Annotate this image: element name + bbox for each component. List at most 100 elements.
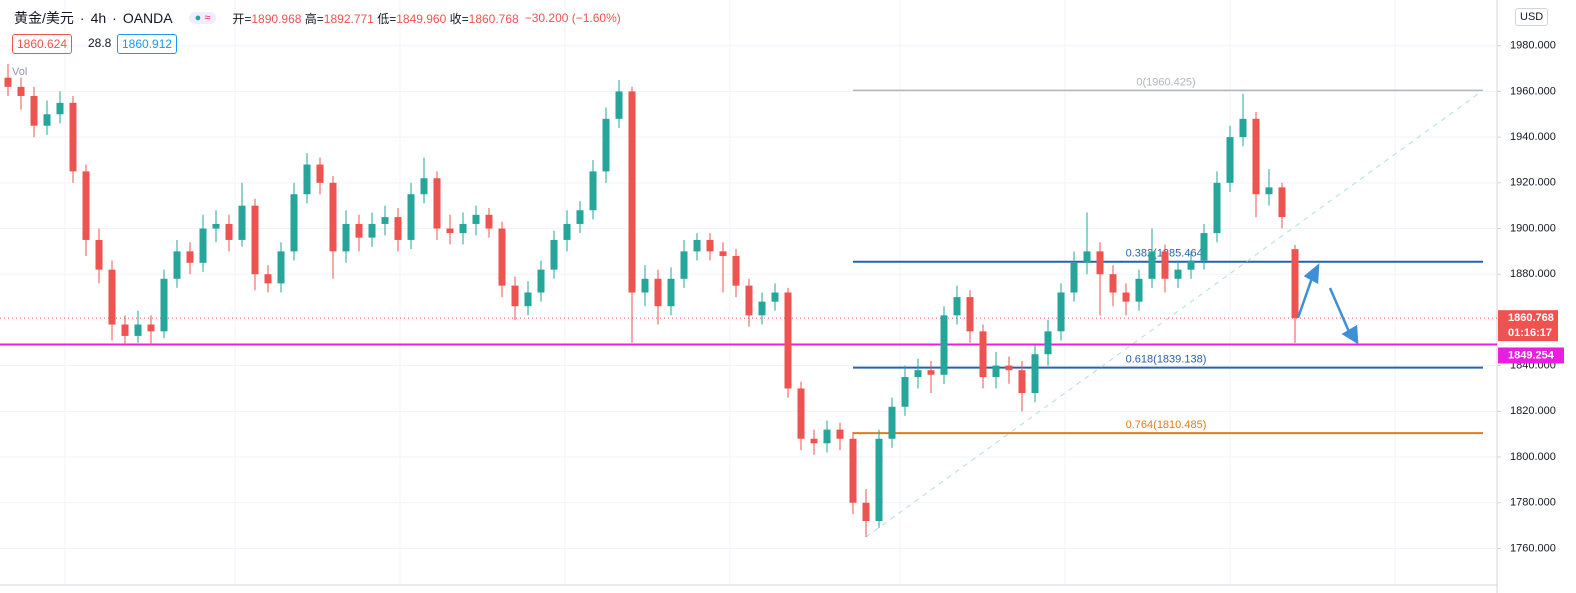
last-price-label: 1860.768 <box>1508 312 1554 324</box>
last-price-tag <box>1498 310 1558 342</box>
arrows <box>1296 263 1359 345</box>
candle-body <box>1122 292 1130 302</box>
candle-body <box>238 205 246 240</box>
candle-body <box>459 223 467 234</box>
candle-body <box>199 228 207 263</box>
candle-body <box>472 214 480 224</box>
change: −30.200 (−1.60%) <box>524 11 621 25</box>
candle-body <box>316 164 324 183</box>
candle-body <box>1200 233 1208 261</box>
header: 黄金/美元 · 4h · OANDA ● ≈ 开=1890.968 高=1892.7… <box>14 10 621 27</box>
candle-body <box>979 331 987 378</box>
candle-body <box>732 255 740 286</box>
volume-label: Vol <box>12 66 28 78</box>
candle-body <box>589 171 597 211</box>
y-tick-label: 1980.000 <box>1510 40 1556 52</box>
candle-body <box>1057 292 1065 332</box>
candle-body <box>1265 187 1273 195</box>
candle-body <box>719 251 727 256</box>
candle-body <box>1278 187 1286 218</box>
candle-body <box>1083 251 1091 263</box>
ohlc-value: 1892.771 <box>323 11 374 26</box>
candle-body <box>355 223 363 238</box>
ohlc-key: 低= <box>377 11 397 26</box>
candle-body <box>1044 331 1052 355</box>
ohlc-key: 开= <box>232 11 252 26</box>
candle-body <box>576 210 584 224</box>
candle-body <box>537 269 545 293</box>
candle-body <box>654 278 662 307</box>
candle-body <box>745 285 753 316</box>
interval: 4h <box>90 10 107 26</box>
candle-body <box>1096 251 1104 275</box>
exchange: OANDA <box>122 10 173 26</box>
candle-body <box>342 223 350 252</box>
candle-body <box>277 251 285 284</box>
fib-label: 0.618(1839.138) <box>1126 354 1207 366</box>
candle-body <box>56 102 64 115</box>
candle-body <box>394 217 402 240</box>
symbol: 黄金/美元 <box>14 10 74 26</box>
candle-body <box>1135 278 1143 302</box>
candle-body <box>82 171 90 240</box>
candle-body <box>1161 251 1169 279</box>
y-tick-label: 1960.000 <box>1510 85 1556 97</box>
candle-body <box>953 297 961 316</box>
candle-body <box>121 324 129 336</box>
candle-body <box>927 370 935 375</box>
candle-body <box>914 370 922 378</box>
candle-body <box>225 223 233 240</box>
candle-body <box>758 301 766 316</box>
candle-body <box>1109 274 1117 293</box>
candle-body <box>17 86 25 96</box>
candle-body <box>693 239 701 252</box>
trend-line <box>865 90 1484 538</box>
candle-body <box>134 324 142 336</box>
candle-body <box>511 285 519 307</box>
candle-body <box>212 223 220 229</box>
candle-body <box>1213 182 1221 234</box>
buy-button[interactable]: 1860.912 <box>117 34 178 54</box>
candle-body <box>1031 354 1039 394</box>
candle-body <box>160 278 168 332</box>
candle-body <box>836 429 844 439</box>
candle-body <box>797 388 805 439</box>
candle-body <box>966 297 974 332</box>
fib-label: 0(1960.425) <box>1136 76 1195 88</box>
ohlc: 开=1890.968 高=1892.771 低=1849.960 收=1860.… <box>232 10 518 27</box>
candle-body <box>1070 262 1078 293</box>
candle-body <box>381 217 389 224</box>
candle-body <box>810 438 818 444</box>
status-icons: ● ≈ <box>188 12 217 24</box>
candle-body <box>1226 137 1234 183</box>
candle-body <box>784 292 792 389</box>
candle-body <box>706 239 714 252</box>
candle-body <box>1187 260 1195 270</box>
support-label: 1849.254 <box>1508 349 1555 361</box>
y-tick-label: 1800.000 <box>1510 451 1556 463</box>
y-tick-label: 1940.000 <box>1510 131 1556 143</box>
candle-body <box>368 223 376 238</box>
y-tick-label: 1820.000 <box>1510 405 1556 417</box>
y-tick-label: 1760.000 <box>1510 542 1556 554</box>
ohlc-key: 高= <box>304 11 324 26</box>
candle-body <box>69 102 77 172</box>
candle-body <box>550 239 558 270</box>
sell-button[interactable]: 1860.624 <box>12 34 73 54</box>
countdown: 01:16:17 <box>1508 327 1552 339</box>
candle-body <box>251 205 259 275</box>
candle-body <box>992 365 1000 378</box>
currency-button[interactable]: USD <box>1515 8 1549 26</box>
candle-body <box>1291 249 1299 319</box>
candle-body <box>602 118 610 172</box>
y-tick-label: 1880.000 <box>1510 268 1556 280</box>
y-tick-label: 1780.000 <box>1510 497 1556 509</box>
candle-body <box>771 292 779 302</box>
candle-body <box>1174 269 1182 279</box>
candle-body <box>862 502 870 522</box>
spread: 28.8 <box>88 36 112 50</box>
candle-body <box>628 91 636 293</box>
candle-body <box>485 214 493 229</box>
